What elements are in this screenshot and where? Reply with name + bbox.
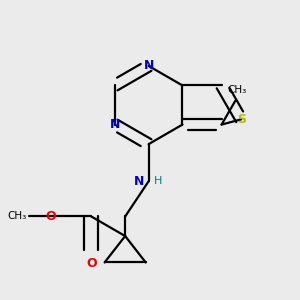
- Text: O: O: [46, 210, 56, 223]
- Text: S: S: [237, 113, 246, 126]
- Text: H: H: [154, 176, 163, 186]
- Text: N: N: [134, 175, 144, 188]
- Text: N: N: [143, 59, 154, 72]
- Text: CH₃: CH₃: [8, 212, 27, 221]
- Text: O: O: [86, 257, 97, 270]
- Text: CH₃: CH₃: [228, 85, 247, 95]
- Text: N: N: [110, 118, 120, 131]
